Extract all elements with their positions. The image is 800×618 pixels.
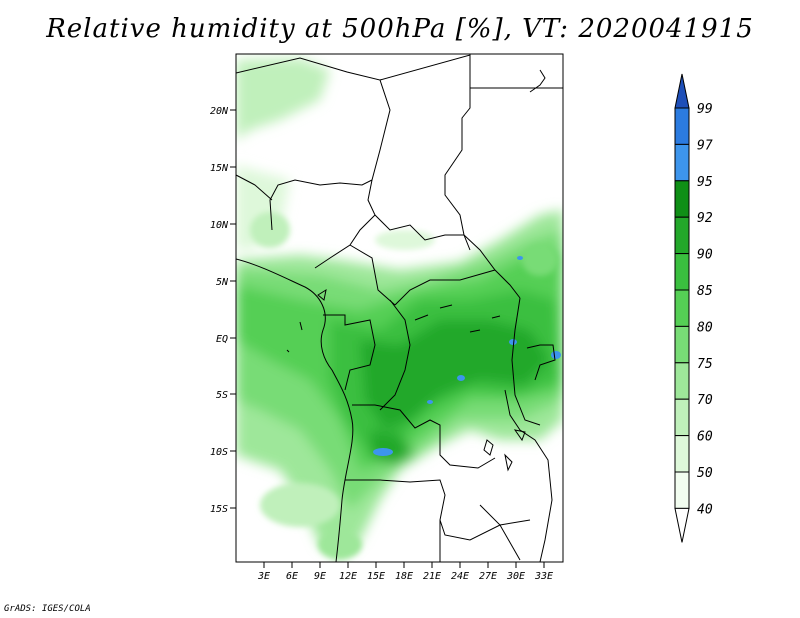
- lon-label: 9E: [314, 571, 326, 582]
- lon-label: 27E: [479, 571, 497, 582]
- lat-label: EQ: [216, 334, 228, 345]
- colorbar-label: 99: [697, 102, 713, 117]
- lat-label: 15N: [210, 163, 229, 174]
- colorbar-bottom-arrow: [674, 507, 690, 543]
- colorbar-label: 50: [697, 466, 713, 481]
- lat-label: 20N: [210, 106, 229, 117]
- colorbar-top-arrow: [674, 73, 690, 109]
- country-borders: [236, 54, 563, 562]
- colorbar-box: [674, 216, 690, 255]
- lon-label: 33E: [534, 571, 553, 582]
- lon-label: 15E: [367, 571, 385, 582]
- colorbar-box: [674, 325, 690, 364]
- colorbar-label: 95: [697, 175, 713, 190]
- lat-label: 10S: [210, 447, 228, 458]
- colorbar-label: 40: [697, 502, 713, 517]
- colorbar-box: [674, 143, 690, 182]
- colorbar-label: 92: [697, 211, 713, 226]
- lat-label: 5N: [216, 277, 229, 288]
- colorbar-box: [674, 435, 690, 473]
- lon-label: 12E: [339, 571, 357, 582]
- plot-frame: [235, 53, 564, 563]
- colorbar-box: [674, 253, 690, 291]
- lat-label: 5S: [216, 390, 228, 401]
- lon-label: 21E: [423, 571, 441, 582]
- lon-label: 3E: [257, 571, 270, 582]
- colorbar-label: 75: [697, 357, 713, 372]
- colorbar-label: 60: [697, 430, 713, 445]
- colorbar-label: 90: [697, 248, 713, 263]
- lon-label: 18E: [395, 571, 413, 582]
- colorbar-box: [674, 398, 690, 437]
- latitude-axis: 20N 15N 10N 5N EQ 5S 10S 15S: [210, 106, 236, 515]
- colorbar-label: 70: [697, 393, 713, 408]
- lon-label: 6E: [286, 571, 298, 582]
- colorbar-box: [674, 362, 690, 400]
- colorbar-box: [674, 471, 690, 509]
- lon-label: 24E: [451, 571, 469, 582]
- colorbar-box: [674, 289, 690, 327]
- colorbar-label: 97: [697, 138, 713, 153]
- colorbar-label: 80: [697, 320, 713, 335]
- lon-label: 30E: [506, 571, 525, 582]
- lat-label: 15S: [210, 504, 228, 515]
- grads-credit: GrADS: IGES/COLA: [4, 604, 91, 614]
- lat-label: 10N: [210, 220, 229, 231]
- map-title: Relative humidity at 500hPa [%], VT: 202…: [46, 14, 754, 44]
- longitude-axis: 3E 6E 9E 12E 15E 18E 21E 24E 27E 30E 33E: [257, 562, 553, 582]
- humidity-field: [236, 58, 563, 560]
- colorbar-box: [674, 180, 690, 218]
- colorbar-label: 85: [697, 284, 713, 299]
- colorbar-box: [674, 107, 690, 145]
- colorbar: 99 97 95 92 90 85 80 75 70 60 50 40: [674, 73, 713, 543]
